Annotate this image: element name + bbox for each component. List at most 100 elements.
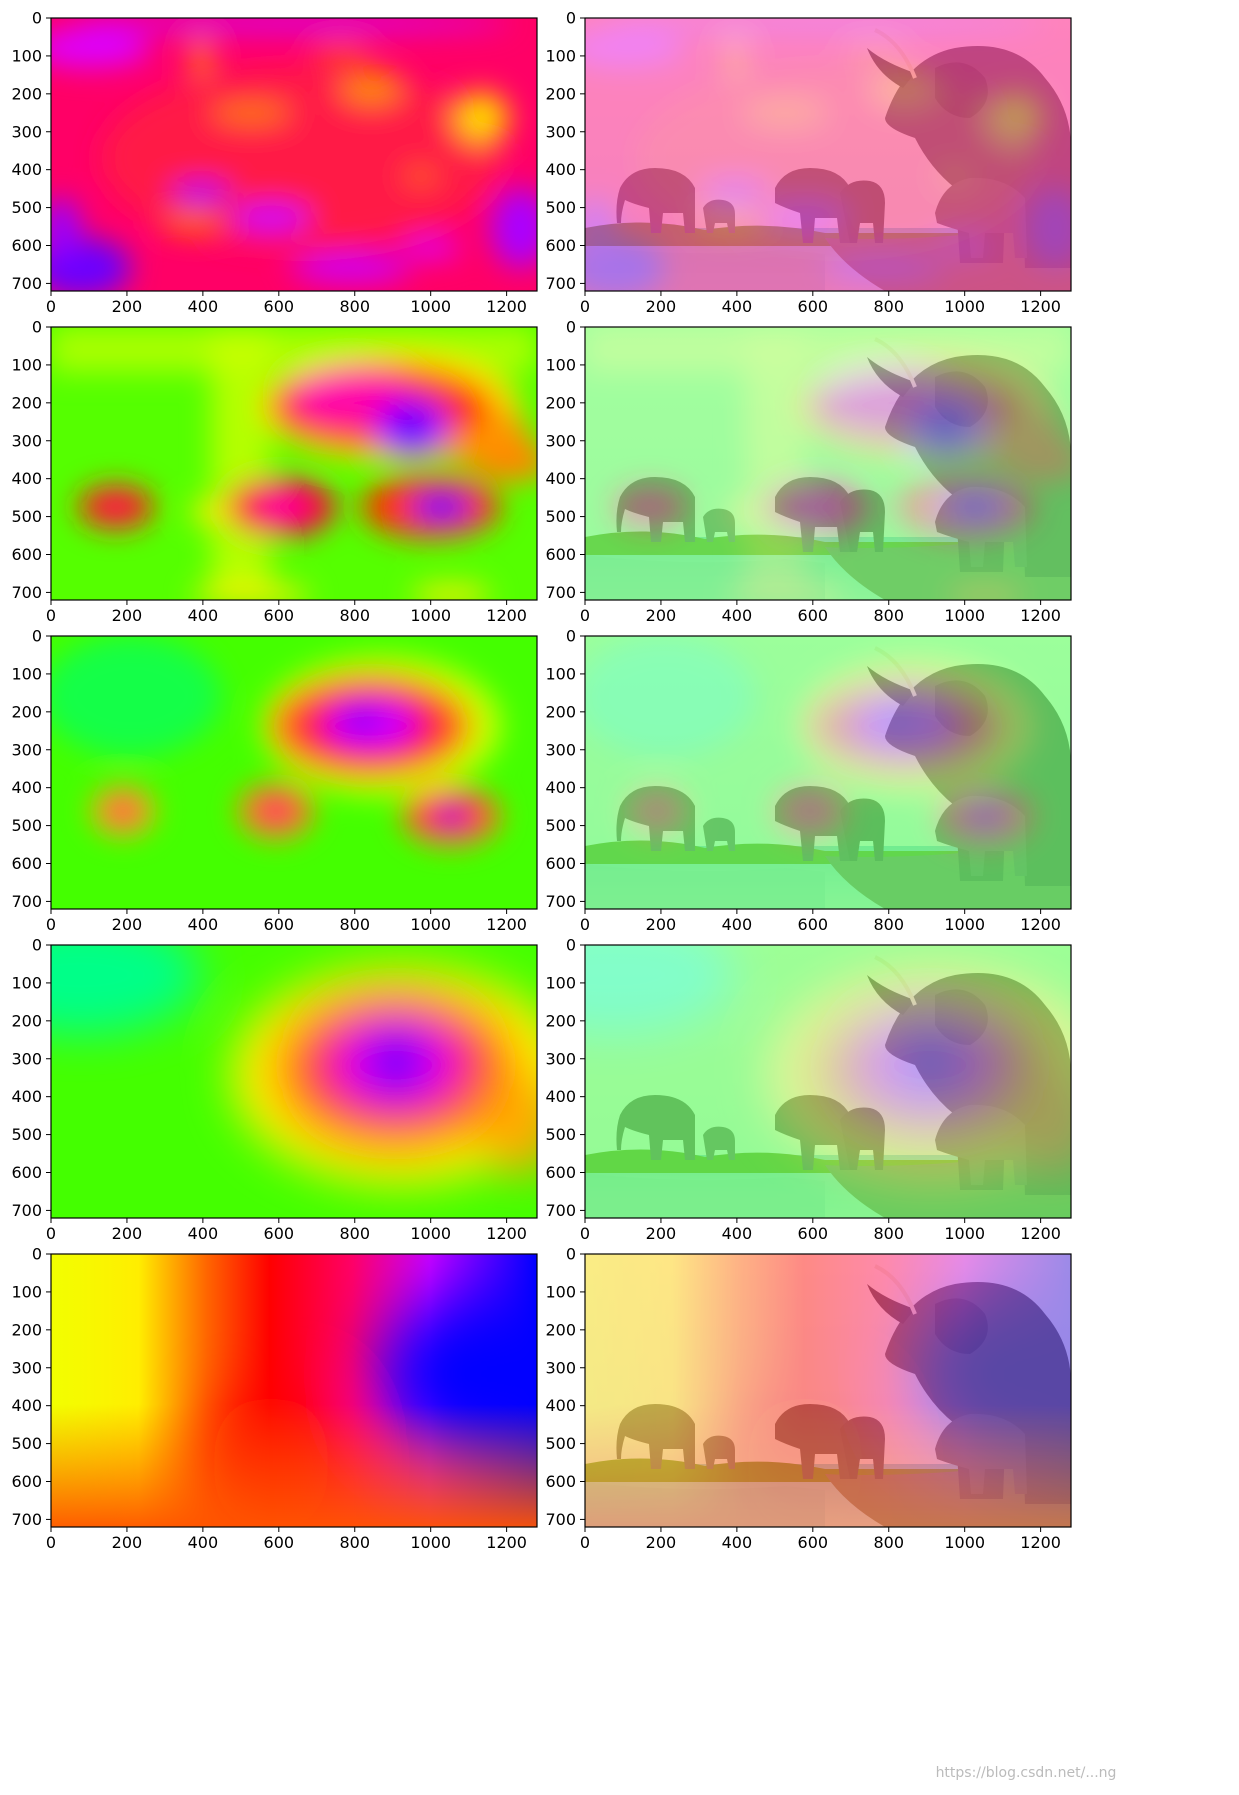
y-tick-label: 100 bbox=[545, 973, 576, 992]
x-tick-label: 0 bbox=[46, 1224, 56, 1243]
y-tick-label: 200 bbox=[11, 84, 42, 103]
x-tick-label: 400 bbox=[722, 915, 753, 934]
x-tick-label: 0 bbox=[580, 606, 590, 625]
y-tick-label: 700 bbox=[11, 583, 42, 602]
y-tick-label: 200 bbox=[545, 702, 576, 721]
x-tick-label: 200 bbox=[646, 1224, 677, 1243]
x-tick-label: 1200 bbox=[1020, 915, 1061, 934]
y-tick-label: 0 bbox=[566, 318, 576, 337]
x-tick-label: 200 bbox=[112, 297, 143, 316]
y-tick-label: 400 bbox=[11, 160, 42, 179]
row2-overlay-image bbox=[585, 327, 1071, 600]
y-tick-label: 200 bbox=[11, 393, 42, 412]
row5-overlay-axes: 0 200 400 600 800 1000 1200 0 100 200 300 400 500 600… bbox=[545, 1245, 1072, 1552]
y-tick-label: 700 bbox=[11, 1201, 42, 1220]
x-tick-label: 1200 bbox=[486, 915, 527, 934]
row3-overlay-axes: 0 200 400 600 800 1000 1200 0 100 200 300 400 500 600… bbox=[545, 627, 1072, 934]
x-tick-label: 600 bbox=[798, 297, 829, 316]
y-tick-label: 100 bbox=[545, 355, 576, 374]
x-tick-label: 400 bbox=[722, 297, 753, 316]
y-tick-label: 400 bbox=[11, 778, 42, 797]
x-tick-label: 400 bbox=[722, 606, 753, 625]
y-tick-label: 600 bbox=[545, 1163, 576, 1182]
x-tick-label: 200 bbox=[646, 606, 677, 625]
y-tick-label: 300 bbox=[545, 740, 576, 759]
x-tick-label: 400 bbox=[188, 297, 219, 316]
y-tick-label: 400 bbox=[11, 1396, 42, 1415]
y-tick-label: 500 bbox=[545, 198, 576, 217]
x-tick-label: 1000 bbox=[410, 1224, 451, 1243]
y-tick-label: 600 bbox=[545, 236, 576, 255]
x-tick-label: 600 bbox=[264, 606, 295, 625]
row4-heatmap-frame bbox=[50, 944, 538, 1219]
y-tick-label: 600 bbox=[545, 1472, 576, 1491]
y-tick-label: 700 bbox=[545, 892, 576, 911]
x-tick-label: 1200 bbox=[1020, 297, 1061, 316]
y-tick-label: 400 bbox=[11, 1087, 42, 1106]
x-tick-label: 200 bbox=[646, 297, 677, 316]
y-tick-label: 200 bbox=[11, 702, 42, 721]
y-tick-label: 700 bbox=[11, 1510, 42, 1529]
x-tick-label: 0 bbox=[580, 1224, 590, 1243]
x-tick-label: 0 bbox=[46, 915, 56, 934]
y-tick-label: 600 bbox=[11, 236, 42, 255]
y-tick-label: 300 bbox=[11, 1358, 42, 1377]
watermark: https://blog.csdn.net/...ng bbox=[936, 1765, 1117, 1781]
y-tick-label: 100 bbox=[545, 1282, 576, 1301]
x-tick-label: 600 bbox=[798, 606, 829, 625]
row2-heatmap-axes: 0 200 400 600 800 1000 1200 0 100 200 300 400 500 600… bbox=[11, 318, 538, 625]
x-tick-label: 200 bbox=[112, 1224, 143, 1243]
y-tick-label: 0 bbox=[566, 9, 576, 28]
x-tick-label: 800 bbox=[873, 606, 904, 625]
y-tick-label: 200 bbox=[11, 1011, 42, 1030]
x-tick-label: 0 bbox=[46, 606, 56, 625]
x-tick-label: 600 bbox=[264, 1224, 295, 1243]
y-tick-label: 600 bbox=[11, 854, 42, 873]
x-tick-label: 1000 bbox=[944, 297, 985, 316]
x-tick-label: 1200 bbox=[486, 1533, 527, 1552]
row1-heatmap-axes: 0 200 400 600 800 1000 1200 0 100 200 300 400 500 600… bbox=[11, 9, 538, 316]
y-tick-label: 500 bbox=[11, 1125, 42, 1144]
y-tick-label: 200 bbox=[545, 1320, 576, 1339]
x-tick-label: 1000 bbox=[410, 606, 451, 625]
x-tick-label: 400 bbox=[188, 915, 219, 934]
y-tick-label: 300 bbox=[11, 740, 42, 759]
y-tick-label: 400 bbox=[545, 778, 576, 797]
row3-overlay-frame bbox=[584, 635, 1072, 910]
x-tick-label: 1200 bbox=[486, 297, 527, 316]
y-tick-label: 500 bbox=[11, 507, 42, 526]
y-tick-label: 300 bbox=[11, 1049, 42, 1068]
y-tick-label: 400 bbox=[11, 469, 42, 488]
y-tick-label: 600 bbox=[11, 545, 42, 564]
x-tick-label: 600 bbox=[264, 915, 295, 934]
row2-heatmap-frame bbox=[50, 326, 538, 601]
x-tick-label: 800 bbox=[339, 1533, 370, 1552]
x-tick-label: 1000 bbox=[944, 1533, 985, 1552]
row5-heatmap-frame bbox=[50, 1253, 538, 1528]
y-tick-label: 0 bbox=[566, 1245, 576, 1264]
y-tick-label: 0 bbox=[32, 1245, 42, 1264]
row3-heatmap-image bbox=[41, 636, 537, 909]
y-tick-label: 700 bbox=[545, 583, 576, 602]
y-tick-label: 200 bbox=[545, 1011, 576, 1030]
row5-heatmap-image bbox=[51, 1254, 601, 1534]
y-tick-label: 500 bbox=[545, 1434, 576, 1453]
x-tick-label: 800 bbox=[339, 1224, 370, 1243]
y-tick-label: 500 bbox=[545, 507, 576, 526]
row4-overlay-axes: 0 200 400 600 800 1000 1200 0 100 200 300 400 500 600… bbox=[545, 936, 1072, 1243]
x-tick-label: 800 bbox=[339, 297, 370, 316]
row1-overlay-axes: 0 200 400 600 800 1000 1200 0 100 200 300 400 500 600… bbox=[545, 9, 1072, 316]
y-tick-label: 700 bbox=[545, 1201, 576, 1220]
x-tick-label: 1200 bbox=[1020, 606, 1061, 625]
y-tick-label: 0 bbox=[566, 936, 576, 955]
x-tick-label: 0 bbox=[580, 297, 590, 316]
x-tick-label: 1000 bbox=[944, 606, 985, 625]
x-tick-label: 0 bbox=[580, 1533, 590, 1552]
x-tick-label: 600 bbox=[798, 915, 829, 934]
x-tick-label: 1000 bbox=[944, 915, 985, 934]
x-tick-label: 600 bbox=[264, 1533, 295, 1552]
row5-overlay-frame bbox=[584, 1253, 1072, 1528]
x-tick-label: 800 bbox=[873, 1533, 904, 1552]
x-tick-label: 1000 bbox=[410, 1533, 451, 1552]
x-tick-label: 1200 bbox=[1020, 1533, 1061, 1552]
